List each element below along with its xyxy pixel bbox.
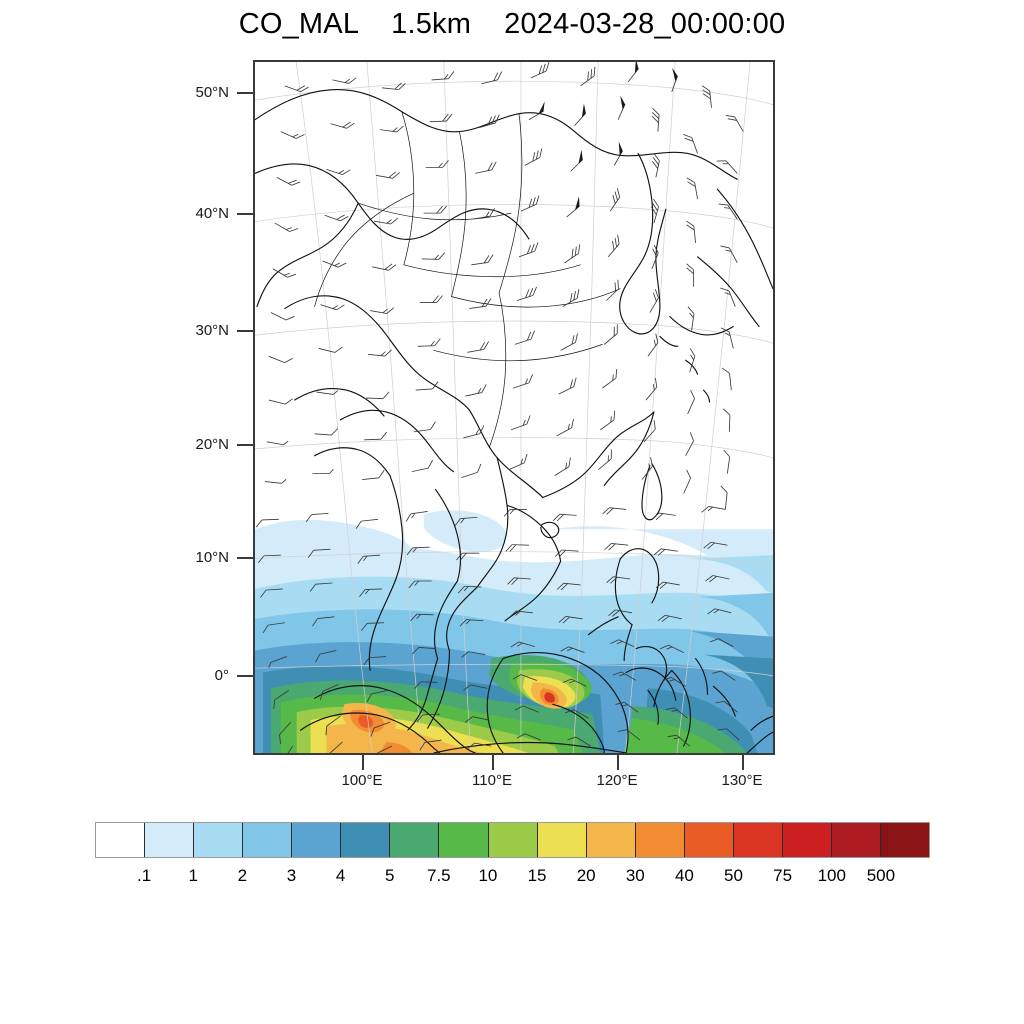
x-tick-label: 120°E xyxy=(596,772,638,789)
colorbar-tick-label: 50 xyxy=(724,866,743,885)
colorbar-segment xyxy=(733,823,783,857)
colorbar-segment xyxy=(488,823,538,857)
colorbar-tick-label: 500 xyxy=(866,866,896,885)
y-tick-mark xyxy=(237,557,253,559)
coastline-borders xyxy=(255,89,773,753)
y-tick-mark xyxy=(237,444,253,446)
y-tick-mark xyxy=(237,213,253,215)
co-contour-fill xyxy=(255,510,773,753)
x-tick-label: 100°E xyxy=(341,772,383,789)
colorbar-segment xyxy=(881,823,930,857)
map-canvas xyxy=(255,62,773,753)
colorbar-segment xyxy=(635,823,685,857)
colorbar-tick-label: 5 xyxy=(384,866,395,885)
colorbar-tick-label: 75 xyxy=(773,866,793,885)
graticule xyxy=(255,62,773,753)
colorbar-tick-label: 10 xyxy=(478,866,498,885)
page-title: CO_MAL 1.5km 2024-03-28_00:00:00 xyxy=(238,8,786,40)
x-tick-label: 110°E xyxy=(472,772,512,789)
x-tick-mark xyxy=(492,755,494,770)
x-tick-mark xyxy=(742,755,744,770)
x-tick-mark xyxy=(617,755,619,770)
colorbar-tick-label: 4 xyxy=(335,866,346,885)
colorbar-segment xyxy=(782,823,832,857)
colorbar-tick-label: .1 xyxy=(137,866,152,885)
colorbar-tick-label: 7.5 xyxy=(426,866,451,885)
colorbar-segment xyxy=(243,823,293,857)
colorbar-tick-label: 15 xyxy=(527,866,547,885)
colorbar-tick-label: 100 xyxy=(817,866,846,885)
colorbar-segment xyxy=(390,823,440,857)
y-tick-label: 30°N xyxy=(195,322,229,339)
colorbar-segment xyxy=(292,823,342,857)
colorbar-segment xyxy=(439,823,489,857)
y-tick-mark xyxy=(237,92,253,94)
y-tick-label: 20°N xyxy=(195,436,229,453)
colorbar-tick-labels: .1 1 2 3 4 5 7.5 10 15 20 30 40 50 75 100 500 xyxy=(0,866,1024,892)
map-plot-area xyxy=(253,60,775,755)
colorbar-tick-label: 40 xyxy=(674,866,694,885)
y-tick-label: 50°N xyxy=(195,84,229,101)
colorbar-segment xyxy=(96,823,146,857)
colorbar-segment xyxy=(537,823,587,857)
colorbar-segment xyxy=(145,823,195,857)
colorbar-tick-label: 30 xyxy=(625,866,645,885)
colorbar-segment xyxy=(831,823,881,857)
x-tick-label: 130°E xyxy=(721,772,763,789)
colorbar-tick-label: 3 xyxy=(286,866,297,885)
colorbar-segment xyxy=(684,823,734,857)
y-tick-label: 10°N xyxy=(195,549,229,566)
y-tick-label: 0° xyxy=(214,667,229,684)
colorbar-tick-label: 20 xyxy=(576,866,596,885)
y-tick-mark xyxy=(237,675,253,677)
colorbar-segment xyxy=(341,823,391,857)
colorbar-segment xyxy=(586,823,636,857)
colorbar-tick-label: 2 xyxy=(237,866,248,885)
colorbar-tick-label: 1 xyxy=(188,866,198,885)
y-tick-mark xyxy=(237,330,253,332)
x-tick-mark xyxy=(362,755,364,770)
y-tick-label: 40°N xyxy=(195,205,229,222)
colorbar-segment xyxy=(194,823,244,857)
colorbar[interactable] xyxy=(95,822,930,858)
